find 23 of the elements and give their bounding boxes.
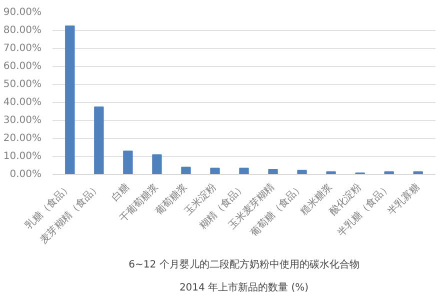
- bar: [94, 106, 104, 174]
- text: 2014 年上市新品的数量 (%): [179, 282, 309, 294]
- y-tick-label: 80.00%: [3, 25, 42, 36]
- bar: [297, 170, 307, 174]
- bar: [152, 154, 162, 174]
- y-tick-label: 10.00%: [3, 151, 42, 162]
- y-tick-label: 70.00%: [3, 43, 42, 54]
- y-tick-label: 20.00%: [3, 133, 42, 144]
- bar: [181, 166, 191, 174]
- bar: [210, 168, 220, 174]
- x-tick-label: 白糖: [109, 180, 132, 204]
- y-tick-label: 50.00%: [3, 79, 42, 90]
- bar: [239, 168, 249, 174]
- bar: [268, 168, 278, 174]
- y-tick-label: 90.00%: [3, 7, 42, 18]
- bar: [123, 150, 133, 174]
- y-tick-label: 60.00%: [3, 61, 42, 72]
- x-tick-label: 半乳寡糖: [385, 180, 422, 218]
- y-tick-label: 40.00%: [3, 97, 42, 108]
- y-tick-label: 30.00%: [3, 115, 42, 126]
- text: 6~12 个月婴儿的二段配方奶粉中使用的碳水化合物: [128, 258, 360, 270]
- bar: [65, 26, 75, 174]
- y-tick-label: 0.00%: [10, 169, 42, 180]
